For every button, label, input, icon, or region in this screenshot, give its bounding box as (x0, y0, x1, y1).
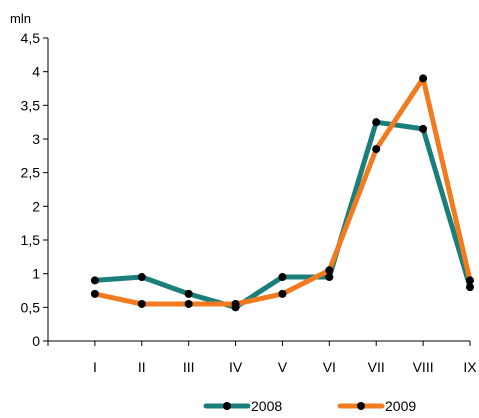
y-tick-label: 1,5 (21, 232, 41, 248)
y-tick-label: 1 (32, 266, 40, 282)
data-point (278, 289, 287, 298)
y-tick-label: 4 (32, 64, 40, 80)
x-tick-label: VII (368, 359, 385, 375)
x-axis: I II III IV V VI VII VIII IX (47, 340, 477, 375)
y-tick-label: 4,5 (21, 30, 41, 46)
y-tick-label: 2,5 (21, 165, 41, 181)
y-tick-label: 3 (32, 131, 40, 147)
series-2009 (90, 74, 474, 308)
y-tick-label: 0,5 (21, 299, 41, 315)
x-tick-label: II (138, 359, 146, 375)
data-point (419, 74, 428, 83)
x-tick-label: VIII (413, 359, 434, 375)
y-tick-label: 0 (32, 333, 40, 349)
x-tick-label: I (93, 359, 97, 375)
legend-label: 2009 (385, 398, 416, 414)
legend-marker (223, 402, 231, 410)
data-point (372, 118, 381, 127)
data-point (90, 276, 99, 285)
data-point (419, 124, 428, 133)
y-axis: 0 0,5 1 1,5 2 2,5 3 3,5 4 4,5 (21, 30, 49, 349)
y-tick-label: 2 (32, 198, 40, 214)
legend-label: 2008 (251, 398, 282, 414)
legend-item-2008: 2008 (203, 398, 282, 414)
legend-marker (357, 402, 365, 410)
series-line (92, 75, 473, 307)
legend-item-2009: 2009 (337, 398, 416, 414)
data-point (466, 276, 474, 285)
data-point (466, 283, 474, 292)
data-point (325, 266, 334, 275)
x-tick-label: IV (229, 359, 243, 375)
data-point (325, 273, 334, 282)
data-point (90, 289, 99, 298)
x-tick-label: IX (463, 359, 477, 375)
data-point (137, 273, 146, 282)
x-tick-label: VI (323, 359, 336, 375)
x-tick-label: V (278, 359, 288, 375)
data-point (278, 273, 287, 282)
series-layer (90, 74, 474, 312)
series-2008 (90, 118, 474, 312)
data-point (137, 299, 146, 308)
unit-label: mln (10, 11, 31, 26)
data-point (372, 145, 381, 154)
x-tick-label: III (183, 359, 195, 375)
legend: 2008 2009 (203, 398, 416, 414)
data-point (184, 299, 193, 308)
data-point (231, 299, 240, 308)
data-point (184, 289, 193, 298)
y-tick-label: 3,5 (21, 97, 41, 113)
